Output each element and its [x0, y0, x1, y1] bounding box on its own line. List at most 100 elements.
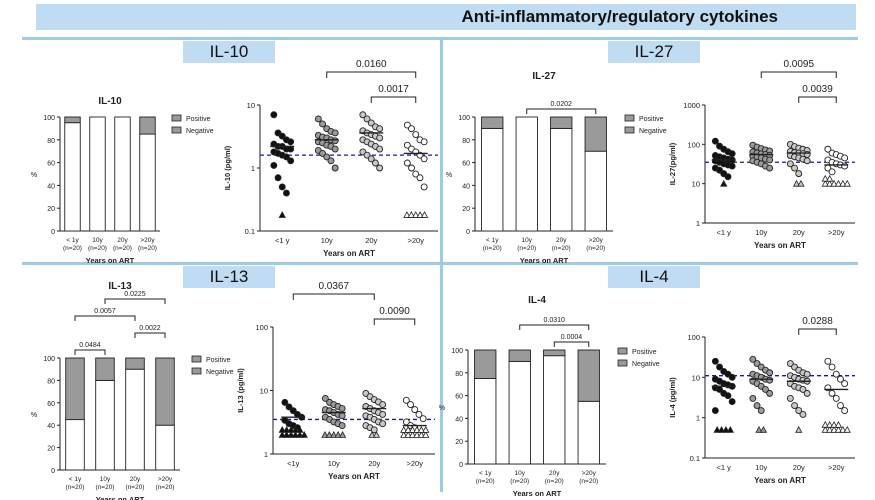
bar-negative — [65, 357, 85, 421]
legend-label-negative: Negative — [186, 128, 214, 135]
below-detection-point — [825, 174, 834, 182]
x-tick-label: <1y — [287, 459, 300, 468]
below-detection-point — [368, 431, 376, 438]
data-point — [379, 401, 387, 409]
y-tick-label: 100 — [451, 348, 463, 355]
significance-bracket — [798, 96, 837, 103]
data-point — [766, 156, 774, 164]
chart-title: IL-13 — [108, 281, 132, 292]
x-tick-label: <1 y — [717, 228, 732, 237]
data-point — [416, 174, 424, 182]
significance-bracket — [74, 315, 136, 321]
p-value-label: 0.0039 — [802, 84, 833, 95]
below-detection-point — [825, 420, 834, 428]
x-tick-sublabel: (n=20) — [510, 478, 529, 485]
y-tick-label: 80 — [47, 378, 55, 385]
x-tick-sublabel: (n=20) — [66, 484, 85, 491]
significance-bracket — [326, 71, 417, 78]
data-point — [415, 410, 423, 418]
below-detection-point — [296, 426, 304, 433]
y-axis-label: IL-4 (pg/ml) — [668, 377, 677, 418]
below-detection-point — [403, 211, 411, 218]
x-tick-sublabel: (n=20) — [63, 245, 82, 252]
y-tick-label: 0 — [51, 468, 55, 475]
p-value-label: 0.0017 — [378, 84, 409, 95]
legend-swatch-negative — [617, 359, 628, 367]
y-tick-label: 0.1 — [690, 454, 700, 463]
x-axis-label: Years on ART — [96, 495, 145, 500]
x-tick-label: <1 y — [717, 463, 732, 472]
below-detection-point — [400, 426, 408, 433]
below-detection-point — [417, 431, 426, 438]
y-tick-label: 20 — [455, 439, 463, 446]
y-tick-label: 10 — [247, 101, 255, 110]
legend-label-positive: Positive — [632, 349, 657, 356]
data-point — [420, 183, 428, 191]
below-detection-point — [408, 431, 417, 438]
below-detection-point — [417, 426, 426, 433]
data-point — [411, 406, 419, 414]
below-detection-point — [413, 431, 421, 438]
below-detection-point — [420, 211, 429, 218]
data-point — [376, 134, 384, 142]
x-tick-label: 20y — [130, 476, 141, 483]
data-point — [287, 138, 295, 146]
x-tick-label: 10y — [755, 463, 767, 472]
y-tick-label: 40 — [47, 183, 55, 190]
below-detection-point — [287, 426, 295, 433]
x-tick-label: 10y — [522, 237, 533, 244]
below-detection-point — [296, 431, 304, 438]
legend-swatch-positive — [624, 114, 635, 122]
x-tick-label: 20y — [556, 237, 567, 244]
below-detection-point — [830, 420, 838, 428]
x-tick-label: 20y — [793, 228, 805, 237]
data-point — [331, 145, 339, 153]
data-point — [766, 369, 774, 377]
data-point — [757, 407, 765, 415]
panel-label-il10: IL-10 — [183, 41, 275, 63]
x-axis-label: Years on ART — [323, 249, 375, 258]
x-tick-sublabel: (n=20) — [517, 245, 536, 252]
x-tick-label: < 1y — [479, 470, 492, 477]
data-point — [828, 363, 836, 371]
below-detection-point — [422, 431, 430, 438]
legend-swatch-positive — [617, 347, 628, 355]
data-point — [791, 402, 798, 409]
panel-label-il27: IL-27 — [608, 41, 700, 63]
significance-bracket — [370, 96, 417, 103]
data-point — [289, 407, 297, 415]
data-point — [338, 422, 346, 430]
y-tick-label: 1 — [696, 414, 700, 423]
y-axis-label: % — [446, 172, 452, 179]
data-point — [278, 183, 286, 191]
data-point — [803, 389, 811, 397]
data-point — [832, 370, 840, 378]
data-point — [749, 394, 757, 402]
y-axis-label: IL-27(pg/ml) — [668, 142, 677, 185]
data-point — [408, 125, 415, 133]
data-point — [367, 155, 375, 163]
p-value-label: 0.0022 — [139, 325, 161, 332]
x-tick-sublabel: (n=20) — [156, 484, 175, 491]
y-tick-label: 10 — [260, 387, 268, 396]
data-point — [803, 157, 811, 165]
data-point — [331, 129, 339, 137]
bar-negative — [508, 349, 531, 362]
bar-negative — [139, 116, 156, 135]
x-tick-label: < 1y — [66, 237, 79, 244]
x-tick-label: <1 y — [275, 236, 290, 245]
data-point — [841, 407, 849, 415]
bar-negative — [577, 349, 600, 402]
data-point — [832, 394, 840, 402]
x-tick-sublabel: (n=20) — [579, 478, 598, 485]
data-point — [828, 389, 836, 397]
chart-title: IL-4 — [528, 295, 546, 306]
data-point — [716, 363, 723, 371]
title-band: Anti-inflammatory/regulatory cytokines — [36, 4, 856, 30]
data-point — [270, 111, 278, 119]
p-value-label: 0.0095 — [783, 59, 814, 70]
below-detection-point — [755, 425, 763, 433]
x-tick-label: < 1y — [486, 237, 499, 244]
data-point — [379, 410, 387, 418]
